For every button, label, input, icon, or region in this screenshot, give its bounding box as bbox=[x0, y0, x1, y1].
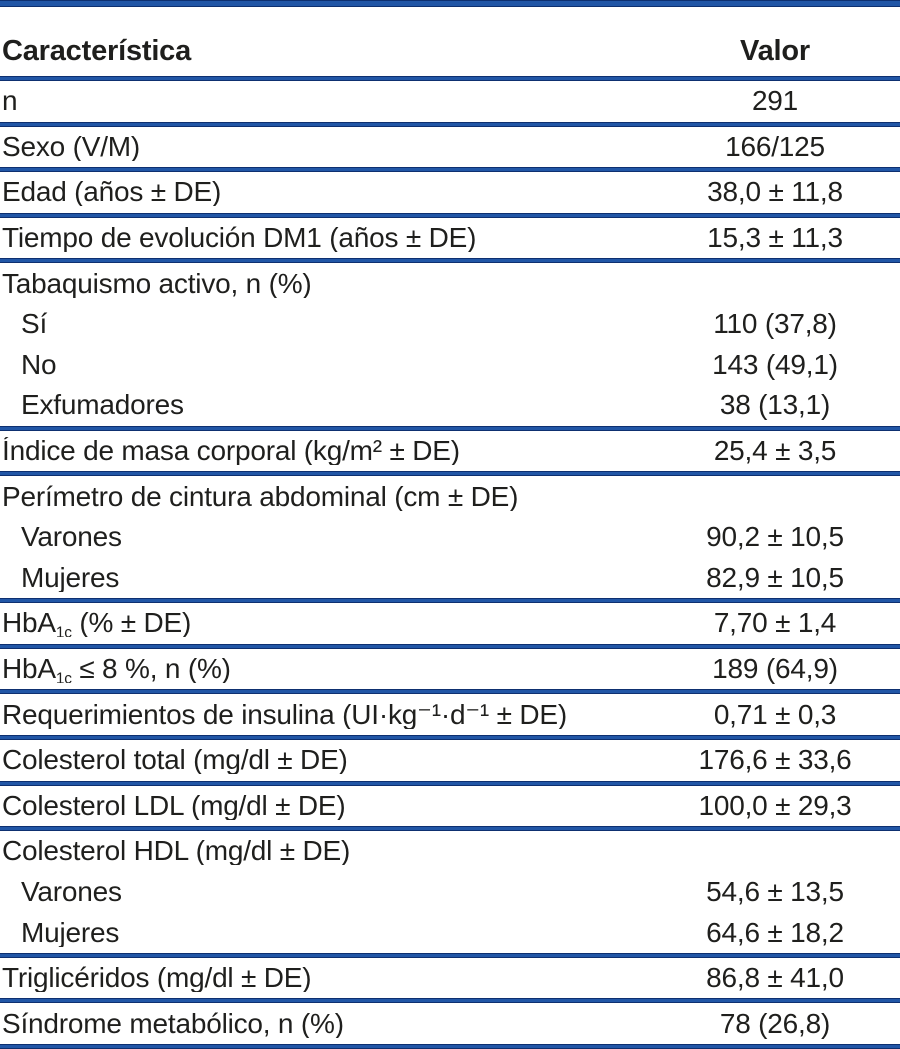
row-value: 82,9 ± 10,5 bbox=[706, 561, 844, 593]
row-separator bbox=[0, 471, 900, 477]
row-label: HbA1c ≤ 8 %, n (%) bbox=[0, 655, 650, 683]
table-top-border bbox=[0, 0, 900, 7]
row-separator bbox=[0, 734, 900, 740]
row-value: 143 (49,1) bbox=[712, 348, 838, 380]
row-label: Colesterol LDL (mg/dl ± DE) bbox=[2, 791, 346, 820]
row-label: Perímetro de cintura abdominal (cm ± DE) bbox=[2, 482, 519, 511]
table-row: HbA1c ≤ 8 %, n (%) 189 (64,9) bbox=[0, 649, 900, 690]
row-value: 38,0 ± 11,8 bbox=[707, 176, 843, 208]
table-row: Colesterol total (mg/dl ± DE) 176,6 ± 33,… bbox=[0, 740, 900, 781]
row-label: Colesterol total (mg/dl ± DE) bbox=[2, 746, 348, 775]
table-row: Edad (años ± DE) 38,0 ± 11,8 bbox=[0, 172, 900, 213]
table-subrow: Mujeres 64,6 ± 18,2 bbox=[0, 912, 900, 953]
row-value: 15,3 ± 11,3 bbox=[707, 222, 843, 254]
table-body: n 291 Sexo (V/M) 166/125 Edad (años ± DE) 38,… bbox=[0, 81, 900, 1049]
table-subrow: No 143 (49,1) bbox=[0, 345, 900, 386]
row-label: Requerimientos de insulina (UI·kg⁻¹·d⁻¹ … bbox=[2, 700, 568, 729]
row-separator bbox=[0, 167, 900, 173]
row-label: Varones bbox=[21, 523, 122, 552]
label-text: ≤ 8 %, n (%) bbox=[71, 655, 231, 684]
table-row: n 291 bbox=[0, 81, 900, 122]
row-separator bbox=[0, 212, 900, 218]
table-subrow: Sí 110 (37,8) bbox=[0, 304, 900, 345]
table-row: Colesterol HDL (mg/dl ± DE) bbox=[0, 831, 900, 872]
row-value: 86,8 ± 41,0 bbox=[706, 962, 844, 994]
table-row: Sexo (V/M) 166/125 bbox=[0, 127, 900, 168]
row-value: 176,6 ± 33,6 bbox=[698, 744, 852, 776]
table-row: Colesterol LDL (mg/dl ± DE) 100,0 ± 29,3 bbox=[0, 786, 900, 827]
row-label: Índice de masa corporal (kg/m² ± DE) bbox=[2, 437, 460, 466]
row-value: 7,70 ± 1,4 bbox=[713, 607, 837, 639]
label-text: (% ± DE) bbox=[71, 609, 192, 638]
row-separator bbox=[0, 826, 900, 832]
label-text: HbA bbox=[2, 655, 56, 684]
row-value: 78 (26,8) bbox=[719, 1007, 831, 1039]
label-text: HbA bbox=[2, 609, 56, 638]
row-label: Tabaquismo activo, n (%) bbox=[2, 269, 312, 298]
row-separator bbox=[0, 780, 900, 786]
row-label: Sí bbox=[21, 310, 48, 339]
row-label: Sexo (V/M) bbox=[2, 132, 141, 161]
row-label: Mujeres bbox=[21, 563, 120, 592]
row-separator bbox=[0, 425, 900, 431]
row-value: 189 (64,9) bbox=[712, 653, 838, 685]
table-row: Índice de masa corporal (kg/m² ± DE) 25,4… bbox=[0, 431, 900, 472]
row-label: Exfumadores bbox=[21, 391, 184, 420]
table-subrow: Exfumadores 38 (13,1) bbox=[0, 385, 900, 426]
row-separator bbox=[0, 998, 900, 1004]
table-row: Tabaquismo activo, n (%) bbox=[0, 263, 900, 304]
row-label: Edad (años ± DE) bbox=[2, 178, 222, 207]
row-value: 291 bbox=[751, 85, 799, 117]
row-value: 0,71 ± 0,3 bbox=[713, 698, 837, 730]
table-subrow: Mujeres 82,9 ± 10,5 bbox=[0, 558, 900, 599]
column-header-valor: Valor bbox=[740, 35, 810, 67]
label-subscript: 1c bbox=[55, 670, 72, 684]
row-label: No bbox=[21, 350, 57, 379]
row-separator bbox=[0, 952, 900, 958]
row-label: HbA1c (% ± DE) bbox=[0, 609, 650, 637]
row-value: 90,2 ± 10,5 bbox=[706, 521, 844, 553]
row-separator bbox=[0, 643, 900, 649]
row-label: Colesterol HDL (mg/dl ± DE) bbox=[2, 837, 351, 866]
table-row: Tiempo de evolución DM1 (años ± DE) 15,3 … bbox=[0, 218, 900, 259]
row-value: 110 (37,8) bbox=[713, 308, 837, 340]
row-label: Síndrome metabólico, n (%) bbox=[2, 1009, 344, 1038]
table-row: Triglicéridos (mg/dl ± DE) 86,8 ± 41,0 bbox=[0, 958, 900, 999]
header-separator bbox=[0, 76, 900, 81]
row-value: 38 (13,1) bbox=[719, 389, 831, 421]
row-value: 166/125 bbox=[725, 130, 825, 162]
row-separator bbox=[0, 121, 900, 127]
column-header-caracteristica: Característica bbox=[2, 35, 192, 67]
label-subscript: 1c bbox=[55, 624, 72, 638]
table-row: Síndrome metabólico, n (%) 78 (26,8) bbox=[0, 1003, 900, 1044]
table-row: Requerimientos de insulina (UI·kg⁻¹·d⁻¹ … bbox=[0, 694, 900, 735]
table-row: HbA1c (% ± DE) 7,70 ± 1,4 bbox=[0, 603, 900, 644]
table-row: Perímetro de cintura abdominal (cm ± DE) bbox=[0, 476, 900, 517]
row-value: 25,4 ± 3,5 bbox=[713, 435, 837, 467]
row-separator bbox=[0, 598, 900, 604]
row-label: Triglicéridos (mg/dl ± DE) bbox=[2, 964, 312, 993]
row-separator bbox=[0, 689, 900, 695]
row-label: Tiempo de evolución DM1 (años ± DE) bbox=[2, 224, 477, 253]
row-label: Mujeres bbox=[21, 918, 120, 947]
table-subrow: Varones 54,6 ± 13,5 bbox=[0, 872, 900, 913]
table-subrow: Varones 90,2 ± 10,5 bbox=[0, 517, 900, 558]
row-separator bbox=[0, 258, 900, 264]
row-value: 54,6 ± 13,5 bbox=[706, 875, 844, 907]
row-value: 100,0 ± 29,3 bbox=[698, 789, 852, 821]
row-value: 64,6 ± 18,2 bbox=[706, 916, 844, 948]
row-separator bbox=[0, 1044, 900, 1049]
row-label: Varones bbox=[21, 877, 122, 906]
row-label: n bbox=[2, 87, 18, 116]
table-header-row: Característica Valor bbox=[0, 7, 900, 76]
